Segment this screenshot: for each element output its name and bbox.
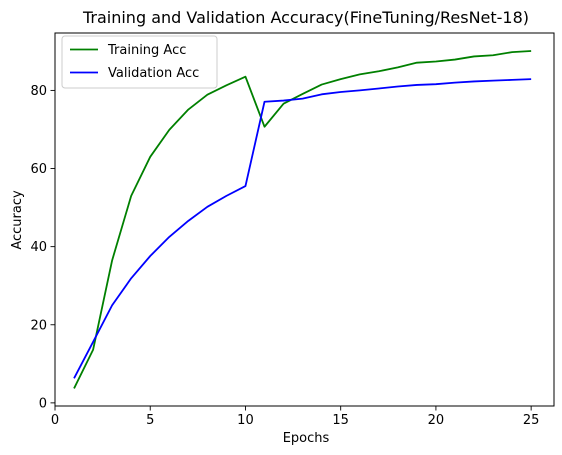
legend-label-validation: Validation Acc bbox=[108, 66, 199, 81]
legend: Training Acc Validation Acc bbox=[61, 35, 218, 89]
y-tick-label: 80 bbox=[30, 84, 47, 99]
x-axis-label: Epochs bbox=[283, 431, 330, 446]
y-tick-label: 0 bbox=[39, 396, 47, 411]
training-acc-line bbox=[73, 50, 532, 389]
x-tick-label: 10 bbox=[237, 413, 254, 428]
plot-area: 0 5 10 15 20 25 0 20 40 60 80 bbox=[30, 32, 555, 428]
legend-box bbox=[61, 35, 218, 89]
x-tick-label: 0 bbox=[51, 413, 59, 428]
chart-title: Training and Validation Accuracy(FineTun… bbox=[82, 8, 529, 27]
x-tick-label: 5 bbox=[146, 413, 154, 428]
axes-frame bbox=[54, 32, 555, 407]
y-axis-label: Accuracy bbox=[10, 190, 25, 250]
x-tick-label: 15 bbox=[332, 413, 349, 428]
y-tick-label: 20 bbox=[30, 318, 47, 333]
x-tick-label: 25 bbox=[523, 413, 540, 428]
legend-label-training: Training Acc bbox=[107, 43, 186, 58]
validation-acc-line bbox=[73, 78, 532, 379]
y-tick-label: 60 bbox=[30, 162, 47, 177]
x-tick-label: 20 bbox=[428, 413, 445, 428]
y-tick-label: 40 bbox=[30, 240, 47, 255]
